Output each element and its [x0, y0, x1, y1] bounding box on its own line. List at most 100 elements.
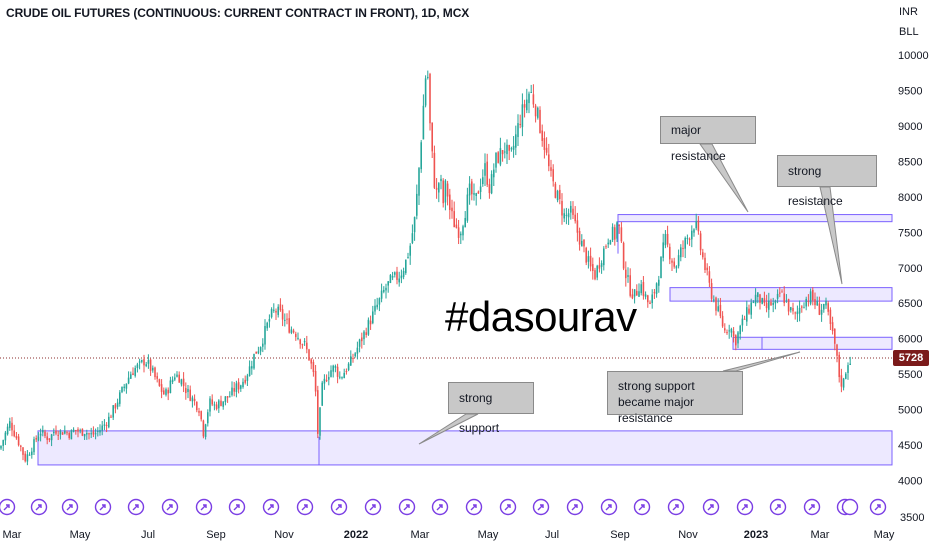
candle-body	[781, 291, 783, 293]
event-marker-icon[interactable]	[161, 498, 179, 516]
candle-body	[774, 300, 777, 304]
event-marker-icon[interactable]	[769, 498, 787, 516]
callout-major-resistance: major resistance	[660, 116, 756, 163]
candle-body	[145, 364, 147, 366]
candle-body	[182, 378, 185, 387]
candle-body	[218, 400, 220, 409]
candle-body	[411, 233, 414, 243]
candle-body	[13, 430, 15, 437]
candle-body	[334, 365, 337, 368]
candle-body	[697, 220, 700, 232]
event-marker-icon[interactable]	[398, 498, 416, 516]
candle-body	[455, 224, 458, 228]
candle-body	[831, 322, 834, 332]
event-marker-icon[interactable]	[228, 498, 246, 516]
event-marker-icon[interactable]	[465, 498, 483, 516]
candle-body	[717, 306, 719, 311]
candle-body	[827, 303, 829, 312]
event-marker-icon[interactable]	[841, 498, 859, 516]
event-marker-icon[interactable]	[262, 498, 280, 516]
event-marker-icon[interactable]	[330, 498, 348, 516]
event-marker-icon[interactable]	[566, 498, 584, 516]
candle-body	[607, 242, 609, 245]
event-marker-icon[interactable]	[600, 498, 618, 516]
event-marker-icon[interactable]	[431, 498, 449, 516]
callout-strong-support: strong support	[448, 382, 534, 435]
candle-body	[501, 150, 504, 155]
candle-body	[191, 397, 194, 402]
event-marker-icon[interactable]	[532, 498, 550, 516]
candle-body	[631, 294, 634, 299]
candle-body	[328, 377, 330, 380]
candles-layer	[0, 70, 851, 466]
candle-body	[581, 240, 583, 247]
candle-body	[466, 194, 469, 221]
candle-body	[207, 412, 209, 424]
event-marker-icon[interactable]	[127, 498, 145, 516]
event-marker-icon[interactable]	[94, 498, 112, 516]
candle-body	[198, 411, 200, 413]
candle-body	[17, 436, 20, 446]
y-tick-label: 9500	[898, 85, 922, 97]
candle-body	[484, 163, 486, 176]
candle-body	[312, 361, 315, 373]
candle-body	[383, 289, 385, 292]
candle-body	[702, 252, 704, 258]
candle-body	[215, 404, 218, 409]
candle-body	[44, 431, 46, 437]
event-marker-icon[interactable]	[633, 498, 651, 516]
candle-body	[306, 342, 308, 350]
y-tick-label: 9000	[898, 121, 922, 133]
event-markers[interactable]	[0, 498, 887, 516]
candle-body	[798, 307, 801, 314]
candle-body	[649, 302, 651, 304]
candle-body	[616, 222, 618, 239]
candle-body	[669, 246, 671, 260]
candle-body	[563, 213, 565, 219]
last-price-badge: 5728	[893, 350, 929, 366]
candle-body	[477, 191, 480, 194]
candle-body	[33, 439, 35, 453]
x-tick-label: 2022	[344, 529, 368, 541]
candle-body	[473, 193, 475, 195]
event-marker-icon[interactable]	[364, 498, 382, 516]
event-marker-icon[interactable]	[736, 498, 754, 516]
candle-body	[495, 152, 497, 168]
candle-body	[847, 365, 849, 374]
event-marker-icon[interactable]	[61, 498, 79, 516]
candle-body	[849, 363, 851, 365]
candle-body	[523, 104, 526, 108]
event-marker-icon[interactable]	[803, 498, 821, 516]
candle-body	[266, 322, 268, 329]
candle-body	[176, 374, 178, 377]
unit-label: BLL	[899, 26, 919, 38]
event-marker-icon[interactable]	[667, 498, 685, 516]
callout-text: strong support	[459, 391, 500, 435]
event-marker-icon[interactable]	[0, 498, 16, 516]
event-marker-icon[interactable]	[499, 498, 517, 516]
event-icon-arrow	[741, 504, 748, 511]
candle-body	[671, 260, 673, 263]
candle-body	[125, 383, 128, 389]
event-marker-icon[interactable]	[195, 498, 213, 516]
candle-body	[356, 347, 359, 354]
event-marker-icon[interactable]	[296, 498, 314, 516]
y-tick-label: 5500	[898, 369, 922, 381]
x-tick-label: May	[874, 529, 895, 541]
candle-body	[233, 388, 235, 392]
candle-body	[556, 190, 559, 201]
candle-body	[761, 298, 763, 304]
candle-body	[805, 298, 807, 307]
candle-body	[449, 194, 451, 210]
candle-body	[735, 335, 737, 346]
candle-body	[402, 271, 405, 277]
event-marker-icon[interactable]	[30, 498, 48, 516]
event-marker-icon[interactable]	[702, 498, 720, 516]
candle-body	[776, 293, 779, 299]
candle-body	[823, 303, 825, 310]
x-tick-label: 2023	[744, 529, 768, 541]
event-marker-icon[interactable]	[869, 498, 887, 516]
candle-body	[310, 359, 312, 364]
candle-body	[387, 281, 389, 286]
